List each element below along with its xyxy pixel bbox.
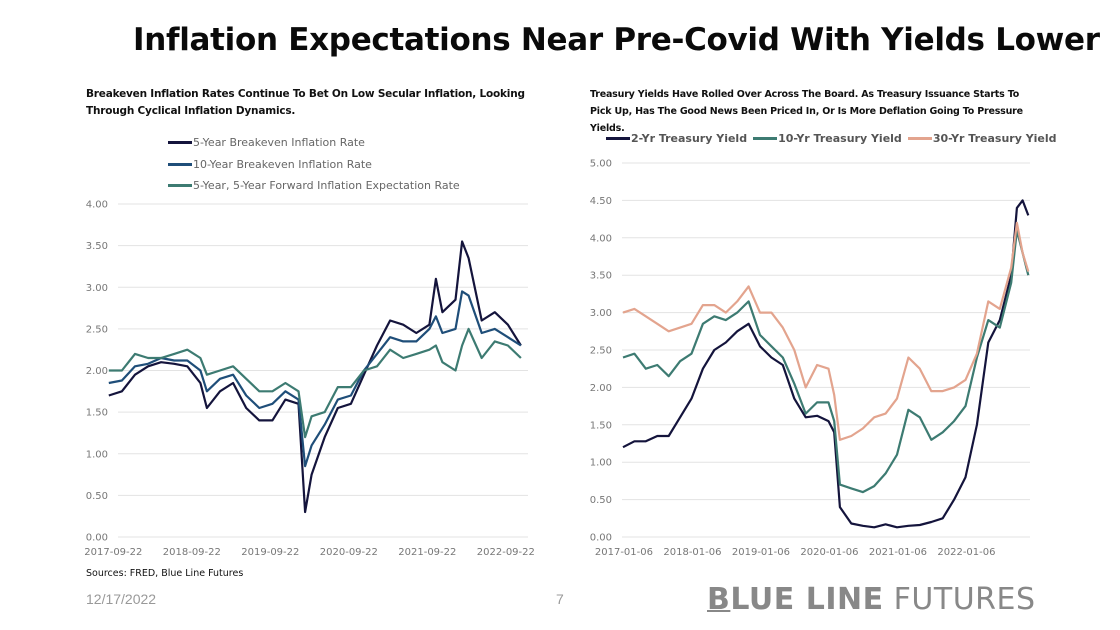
x-tick-label: 2022-09-22 [477, 547, 535, 558]
legend-swatch [168, 141, 192, 145]
series-line-3 [622, 221, 1030, 441]
right-chart-subtitle: Treasury Yields Have Rolled Over Across … [590, 89, 1023, 134]
legend-item: 5-Year Breakeven Inflation Rate [168, 132, 460, 154]
legend-item: 30-Yr Treasury Yield [907, 132, 1057, 145]
x-tick-label: 2021-01-06 [869, 547, 927, 558]
legend-label: 5-Year Breakeven Inflation Rate [193, 136, 365, 150]
y-tick-label: 4.00 [86, 200, 108, 211]
blue-line-futures-logo: BLUE LINE FUTURES [707, 582, 1036, 617]
y-tick-label: 4.00 [590, 233, 612, 244]
page-number: 7 [556, 591, 564, 607]
y-tick-label: 1.50 [86, 408, 108, 419]
y-tick-label: 3.00 [86, 283, 108, 294]
x-tick-label: 2017-09-22 [84, 547, 142, 558]
y-tick-label: 2.00 [86, 366, 108, 377]
legend-item: 10-Year Breakeven Inflation Rate [168, 154, 460, 176]
y-tick-label: 2.00 [590, 383, 612, 394]
y-tick-label: 5.00 [590, 159, 612, 170]
y-tick-label: 3.50 [86, 241, 108, 252]
y-tick-label: 2.50 [86, 324, 108, 335]
x-tick-label: 2018-09-22 [163, 547, 221, 558]
right-legend: 2-Yr Treasury Yield 10-Yr Treasury Yield… [606, 132, 1057, 145]
legend-item: 2-Yr Treasury Yield [606, 132, 747, 145]
y-tick-label: 0.00 [590, 533, 612, 544]
y-tick-label: 0.50 [590, 495, 612, 506]
legend-swatch [168, 184, 192, 188]
legend-swatch [606, 137, 630, 140]
y-tick-label: 1.50 [590, 420, 612, 431]
y-tick-label: 0.50 [86, 491, 108, 502]
x-tick-label: 2020-09-22 [320, 547, 378, 558]
y-tick-label: 3.50 [590, 271, 612, 282]
y-tick-label: 1.00 [590, 458, 612, 469]
left-chart-subtitle: Breakeven Inflation Rates Continue To Be… [86, 88, 525, 117]
legend-swatch [907, 137, 932, 140]
legend-label: 30-Yr Treasury Yield [932, 132, 1057, 145]
legend-label: 10-Yr Treasury Yield [778, 132, 902, 145]
legend-label: 2-Yr Treasury Yield [631, 132, 748, 145]
y-tick-label: 3.00 [590, 308, 612, 319]
series-line-2 [622, 229, 1030, 494]
slide-date: 12/17/2022 [86, 591, 157, 607]
y-tick-label: 1.00 [86, 449, 108, 460]
series-line-2 [108, 290, 522, 468]
y-tick-label: 2.50 [590, 346, 612, 357]
x-tick-label: 2017-01-06 [595, 547, 653, 558]
x-tick-label: 2021-09-22 [398, 547, 456, 558]
series-line-1 [622, 199, 1030, 529]
slide-title: Inflation Expectations Near Pre-Covid Wi… [133, 22, 1100, 58]
legend-label: 10-Year Breakeven Inflation Rate [193, 157, 372, 171]
y-tick-label: 0.00 [86, 533, 108, 544]
x-tick-label: 2019-09-22 [241, 547, 299, 558]
legend-item: 5-Year, 5-Year Forward Inflation Expecta… [168, 175, 460, 197]
y-tick-label: 4.50 [590, 196, 612, 207]
legend-swatch [753, 137, 778, 140]
x-tick-label: 2020-01-06 [800, 547, 858, 558]
legend-item: 10-Yr Treasury Yield [753, 132, 902, 145]
legend-label: 5-Year, 5-Year Forward Inflation Expecta… [193, 179, 460, 193]
legend-swatch [168, 162, 192, 166]
series-line-1 [108, 240, 522, 514]
source-note: Sources: FRED, Blue Line Futures [86, 568, 244, 579]
x-tick-label: 2018-01-06 [663, 547, 721, 558]
series-line-3 [108, 327, 522, 439]
x-tick-label: 2019-01-06 [732, 547, 790, 558]
left-legend: 5-Year Breakeven Inflation Rate 10-Year … [168, 132, 460, 197]
x-tick-label: 2022-01-06 [937, 547, 995, 558]
